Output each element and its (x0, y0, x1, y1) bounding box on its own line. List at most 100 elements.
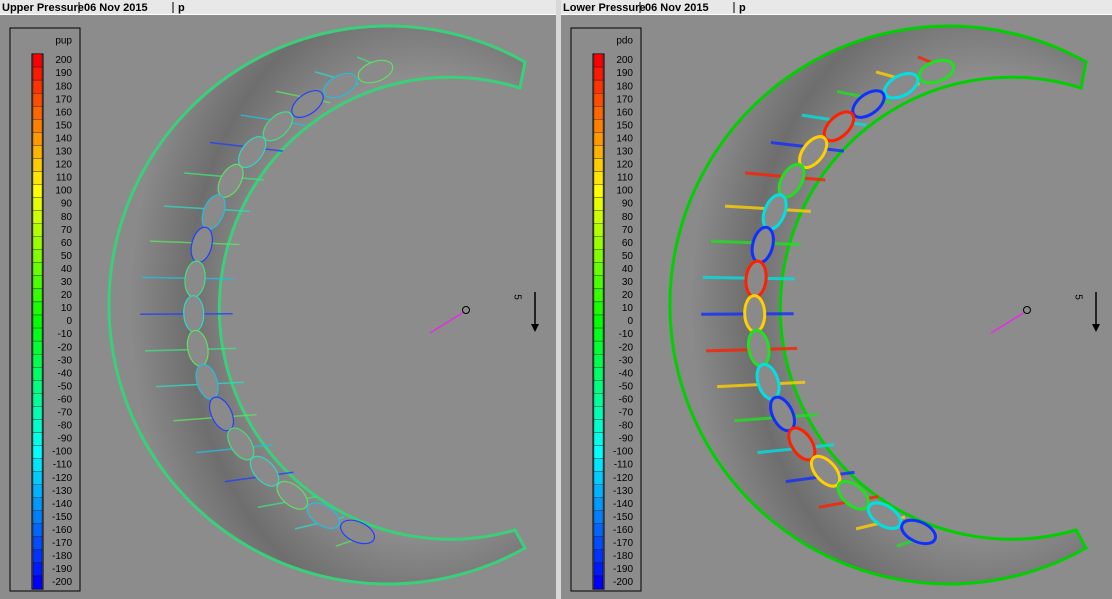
legend-swatch (594, 250, 603, 263)
legend-label: -100 (613, 447, 633, 458)
legend-swatch (33, 406, 42, 419)
legend-swatch (594, 537, 603, 550)
legend-label: 190 (55, 68, 72, 79)
legend-swatch (33, 185, 42, 198)
legend-label: 80 (61, 212, 73, 223)
legend-swatch (594, 511, 603, 524)
legend-label: -200 (613, 577, 633, 588)
legend-label: -200 (52, 577, 72, 588)
legend-label: 30 (622, 277, 634, 288)
legend-swatch (33, 472, 42, 485)
legend-label: -100 (52, 447, 72, 458)
legend-swatch (33, 158, 42, 171)
legend-swatch (33, 380, 42, 393)
legend-label: 170 (55, 94, 72, 105)
legend-swatch (33, 145, 42, 158)
legend-label: 70 (622, 225, 634, 236)
legend-label: 50 (61, 251, 73, 262)
scale-label: 5 (1072, 294, 1083, 300)
legend-swatch (594, 498, 603, 511)
legend-swatch (594, 459, 603, 472)
legend-swatch (594, 432, 603, 445)
legend-swatch (594, 354, 603, 367)
legend-label: -170 (52, 538, 72, 549)
legend-label: 90 (61, 199, 73, 210)
legend-swatch (594, 171, 603, 184)
legend-label: 140 (55, 133, 72, 144)
legend-swatch (594, 302, 603, 315)
legend-label: -190 (613, 564, 633, 575)
legend-label: 20 (61, 290, 73, 301)
legend-swatch (594, 328, 603, 341)
legend-swatch (33, 393, 42, 406)
legend-label: 20 (622, 290, 634, 301)
legend-label: -30 (58, 355, 73, 366)
legend-swatch (594, 132, 603, 145)
legend-label: -140 (613, 499, 633, 510)
legend-swatch (33, 432, 42, 445)
legend-label: 140 (616, 133, 633, 144)
legend-swatch (33, 550, 42, 563)
legend-label: -110 (53, 460, 73, 471)
legend-swatch (594, 145, 603, 158)
legend-swatch (594, 80, 603, 93)
legend-label: -40 (619, 368, 634, 379)
legend-label: -140 (52, 499, 72, 510)
legend-swatch (33, 289, 42, 302)
legend-swatch (33, 446, 42, 459)
legend-label: -30 (619, 355, 634, 366)
panel-divider (556, 0, 561, 599)
legend-label: -70 (58, 408, 73, 419)
legend-label: 60 (622, 238, 634, 249)
legend-swatch (33, 498, 42, 511)
legend-label: 50 (622, 251, 634, 262)
panel-date: 06 Nov 2015 (84, 2, 148, 14)
legend-label: 160 (616, 107, 633, 118)
legend-label: -180 (613, 551, 633, 562)
legend-swatch (594, 524, 603, 537)
legend-swatch (594, 237, 603, 250)
legend-swatch (33, 524, 42, 537)
legend-swatch (33, 67, 42, 80)
legend-label: 40 (622, 264, 634, 275)
legend-swatch (594, 550, 603, 563)
legend-swatch (33, 250, 42, 263)
legend-swatch (33, 354, 42, 367)
legend-swatch (33, 198, 42, 211)
legend-swatch (594, 289, 603, 302)
legend-title: pup (55, 36, 72, 47)
legend-swatch (33, 315, 42, 328)
legend-swatch (594, 406, 603, 419)
legend-label: -120 (613, 473, 633, 484)
legend-swatch (33, 537, 42, 550)
legend-swatch (33, 459, 42, 472)
legend-label: -10 (58, 329, 73, 340)
legend-label: 130 (616, 147, 633, 158)
panel-title: Lower Pressure (563, 2, 646, 14)
legend-label: 120 (55, 160, 72, 171)
legend-label: 170 (616, 94, 633, 105)
scale-label: 5 (511, 294, 522, 300)
pressure-cell (744, 295, 765, 332)
legend-swatch (33, 367, 42, 380)
legend-swatch (33, 263, 42, 276)
legend-swatch (33, 93, 42, 106)
legend-swatch (594, 106, 603, 119)
legend-label: -150 (613, 512, 633, 523)
legend-label: 110 (617, 173, 633, 184)
legend-swatch (594, 263, 603, 276)
legend-label: -130 (613, 486, 633, 497)
legend-label: 100 (55, 186, 72, 197)
legend-label: 60 (61, 238, 73, 249)
legend-label: 150 (616, 120, 633, 131)
legend-swatch (33, 171, 42, 184)
legend-label: -50 (619, 381, 634, 392)
legend-label: 0 (627, 316, 633, 327)
legend-label: 10 (61, 303, 73, 314)
legend-swatch (33, 237, 42, 250)
legend-swatch (33, 132, 42, 145)
legend-label: 180 (55, 81, 72, 92)
legend-label: -110 (614, 460, 634, 471)
